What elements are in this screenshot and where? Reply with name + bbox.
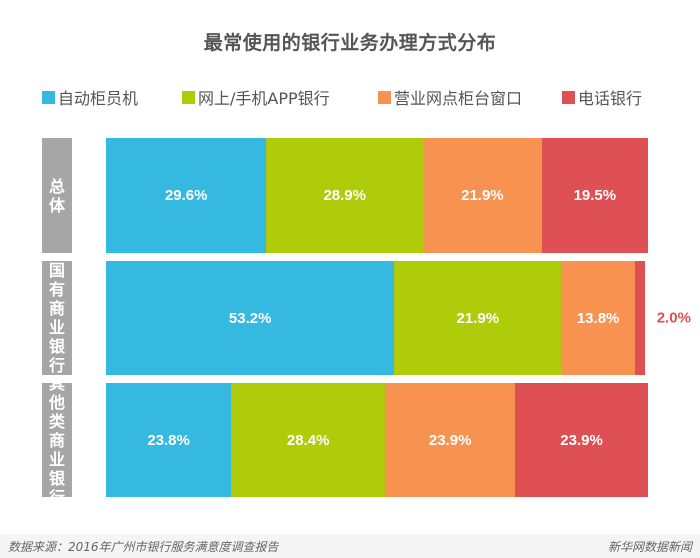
bar-segment-online: 28.9% [266,138,424,253]
legend-item-counter: 营业网点柜台窗口 [378,85,522,109]
bar-segment-atm: 23.8% [106,383,232,497]
row-label-char: 银 [48,337,65,356]
row-label-char: 有 [48,280,65,299]
bar-row-overall: 29.6% 28.9% 21.9% 19.5% [106,138,648,253]
bar-segment-phone: 19.5% [541,138,648,253]
value-label: 28.9% [323,187,366,204]
bar-segment-atm: 29.6% [106,138,267,253]
value-label: 23.9% [428,431,472,449]
legend-label: 营业网点柜台窗口 [394,89,523,108]
legend-swatch [182,90,195,104]
legend-swatch [562,90,575,104]
legend: 自动柜员机 网上/手机APP银行 营业网点柜台窗口 电话银行 [42,85,682,109]
value-label: 13.8% [576,309,620,327]
bar-segment-atm: 53.2% [106,261,395,375]
legend-swatch [42,90,55,104]
source-note: 数据来源：2016年广州市银行服务满意度调查报告 [8,540,279,554]
value-label: 19.5% [573,187,617,204]
bar-segment-online: 21.9% [394,261,562,375]
value-label: 23.8% [147,431,190,449]
value-label: 29.6% [164,187,208,204]
legend-label: 网上/手机APP银行 [198,89,330,108]
row-label-char: 银 [48,468,65,488]
bar-segment-counter: 21.9% [423,138,542,253]
bar-segment-online: 28.4% [231,383,386,497]
row-label-char: 类 [48,411,65,431]
row-label-char: 业 [48,449,65,469]
row-label-char: 行 [48,356,65,375]
value-label: 28.4% [286,431,330,449]
row-label-char: 他 [48,392,65,412]
bar-segment-counter: 23.9% [385,383,516,497]
row-label-char: 商 [48,299,65,318]
row-label-char: 国 [48,261,65,280]
footer: 数据来源：2016年广州市银行服务满意度调查报告 新华网数据新闻 [0,534,700,558]
bar-segment-counter: 13.8% [561,261,635,375]
row-label-char: 体 [48,195,65,215]
row-label-char: 总 [48,176,65,196]
row-label-overall: 总 体 [42,138,72,253]
legend-item-phone: 电话银行 [562,85,642,109]
row-label-state-owned: 国 有 商 业 银 行 [42,261,72,375]
brand-credit: 新华网数据新闻 [607,540,692,554]
bar-segment-phone: 2.0% [634,261,691,375]
row-label-char: 其 [48,373,65,393]
bar-row-state-owned: 53.2% 21.9% 13.8% 2.0% [106,261,691,375]
value-label: 21.9% [456,309,500,327]
legend-item-atm: 自动柜员机 [42,85,138,109]
legend-swatch [378,90,391,104]
row-label-char: 商 [48,430,65,450]
value-label: 53.2% [228,309,272,327]
value-label: 21.9% [461,187,504,204]
row-label-char: 行 [48,487,65,507]
legend-item-online: 网上/手机APP银行 [182,85,330,109]
bar-row-other: 23.8% 28.4% 23.9% 23.9% [106,383,648,497]
value-label-outside: 2.0% [656,309,691,327]
legend-label: 电话银行 [578,89,643,108]
value-label: 23.9% [560,431,603,449]
row-label-char: 业 [48,318,65,337]
legend-label: 自动柜员机 [58,89,139,108]
row-label-other: 其 他 类 商 业 银 行 [42,374,72,507]
bar-segment-phone: 23.9% [515,383,648,497]
chart-title: 最常使用的银行业务办理方式分布 [203,32,497,54]
